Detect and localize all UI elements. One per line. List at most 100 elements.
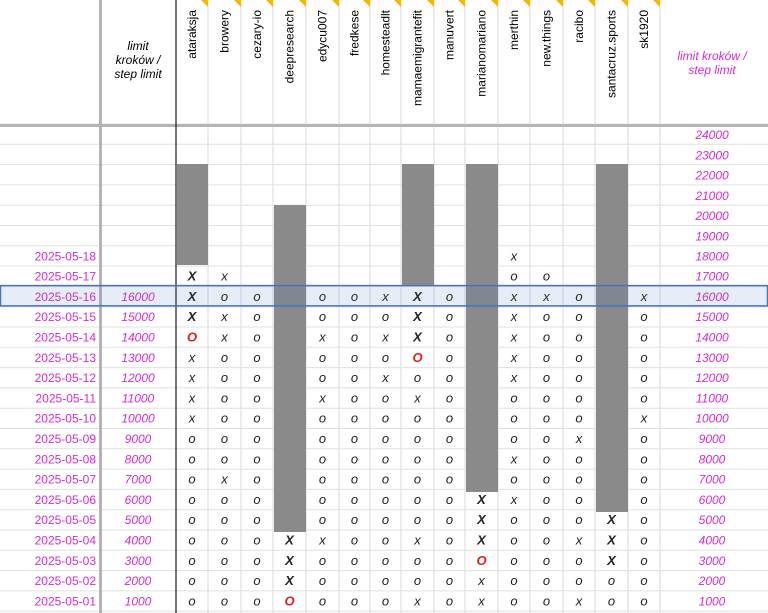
status-mark: x xyxy=(381,289,389,304)
status-mark: o xyxy=(319,553,326,568)
participant-header[interactable]: edycu007 xyxy=(316,10,330,62)
participant-header[interactable]: racibo xyxy=(572,10,586,43)
status-mark: o xyxy=(221,289,228,304)
status-mark: o xyxy=(351,309,358,324)
status-mark: o xyxy=(253,289,260,304)
participant-name: edycu007 xyxy=(316,10,330,62)
participant-header[interactable]: ataraksja xyxy=(185,10,199,59)
status-mark: o xyxy=(253,593,260,608)
participant-header[interactable]: homesteadlt xyxy=(379,9,393,75)
status-mark: o xyxy=(253,390,260,405)
status-mark: o xyxy=(446,350,453,365)
status-mark: X xyxy=(476,533,487,548)
status-mark: x xyxy=(381,370,389,385)
status-mark: o xyxy=(253,533,260,548)
status-mark: o xyxy=(221,553,228,568)
status-mark: X xyxy=(187,309,198,324)
status-mark: o xyxy=(446,573,453,588)
participant-name: deepresearch xyxy=(283,10,297,83)
status-mark: o xyxy=(510,573,517,588)
status-mark: o xyxy=(319,492,326,507)
row-date: 2025-05-05 xyxy=(35,513,97,527)
comment-indicator-icon xyxy=(653,0,660,7)
status-mark: x xyxy=(640,289,648,304)
participant-header[interactable]: fredkese xyxy=(348,10,362,56)
status-mark: o xyxy=(414,411,421,426)
right-limit-value: 8000 xyxy=(699,452,726,466)
status-mark: o xyxy=(188,492,195,507)
status-mark: o xyxy=(414,472,421,487)
status-mark: o xyxy=(543,370,550,385)
status-mark: o xyxy=(221,492,228,507)
comment-indicator-icon xyxy=(556,0,563,7)
status-mark: o xyxy=(543,492,550,507)
right-limit-value: 15000 xyxy=(695,310,729,324)
status-mark: o xyxy=(640,431,647,446)
status-mark: x xyxy=(413,593,421,608)
status-mark: o xyxy=(446,593,453,608)
status-mark: o xyxy=(253,330,260,345)
status-mark: o xyxy=(253,411,260,426)
comment-indicator-icon xyxy=(332,0,339,7)
row-date: 2025-05-07 xyxy=(35,473,97,487)
status-mark: o xyxy=(640,330,647,345)
status-mark: o xyxy=(575,289,582,304)
participant-header[interactable]: browery xyxy=(218,10,232,53)
status-mark: x xyxy=(188,390,196,405)
status-mark: o xyxy=(446,492,453,507)
participant-header[interactable]: mamaemigrantefit xyxy=(411,9,425,106)
status-mark: x xyxy=(510,492,518,507)
participant-header[interactable]: deepresearch xyxy=(283,10,297,83)
row-date: 2025-05-17 xyxy=(35,270,97,284)
status-mark: o xyxy=(188,451,195,466)
status-mark: o xyxy=(446,370,453,385)
participant-name: ataraksja xyxy=(185,10,199,59)
status-mark: x xyxy=(510,350,518,365)
row-date: 2025-05-08 xyxy=(35,452,97,466)
status-mark: o xyxy=(414,573,421,588)
status-mark: o xyxy=(446,289,453,304)
status-mark: o xyxy=(253,553,260,568)
status-mark: X xyxy=(187,289,198,304)
participant-name: homesteadlt xyxy=(379,9,393,75)
participant-header[interactable]: santacruz.sports xyxy=(605,10,619,98)
status-mark: o xyxy=(543,573,550,588)
participant-name: racibo xyxy=(572,10,586,43)
status-mark: o xyxy=(543,431,550,446)
row-limit: 6000 xyxy=(125,493,152,507)
status-mark: o xyxy=(319,370,326,385)
participant-header[interactable]: merthin xyxy=(507,10,521,50)
row-limit: 5000 xyxy=(125,513,152,527)
right-limit-value: 12000 xyxy=(695,371,729,385)
right-limit-value: 14000 xyxy=(695,331,729,345)
status-mark: o xyxy=(351,289,358,304)
participant-header[interactable]: marianomariano xyxy=(475,10,489,97)
right-limit-value: 20000 xyxy=(694,209,729,223)
status-mark: o xyxy=(382,533,389,548)
participant-name: sk1920 xyxy=(637,10,651,49)
status-mark: o xyxy=(382,553,389,568)
status-mark: o xyxy=(351,512,358,527)
comment-indicator-icon xyxy=(299,0,306,7)
row-date: 2025-05-18 xyxy=(35,249,97,263)
status-mark: o xyxy=(575,350,582,365)
status-mark: o xyxy=(188,472,195,487)
selected-row-highlight[interactable] xyxy=(0,284,768,307)
status-mark: o xyxy=(543,390,550,405)
status-mark: x xyxy=(220,330,228,345)
participant-header[interactable]: cezary-io xyxy=(250,10,264,59)
participant-header[interactable]: new.things xyxy=(540,10,554,67)
status-mark: X xyxy=(606,553,617,568)
participant-header[interactable]: manuvert xyxy=(443,9,457,60)
status-mark: o xyxy=(640,573,647,588)
status-mark: o xyxy=(543,330,550,345)
limit-header-label: kroków / xyxy=(116,53,162,67)
status-mark: o xyxy=(221,512,228,527)
limit-header-label: limit xyxy=(127,39,149,53)
participant-header[interactable]: sk1920 xyxy=(637,10,651,49)
status-mark: x xyxy=(318,390,326,405)
status-mark: o xyxy=(221,370,228,385)
right-limit-value: 10000 xyxy=(695,412,729,426)
right-limit-value: 5000 xyxy=(699,513,726,527)
